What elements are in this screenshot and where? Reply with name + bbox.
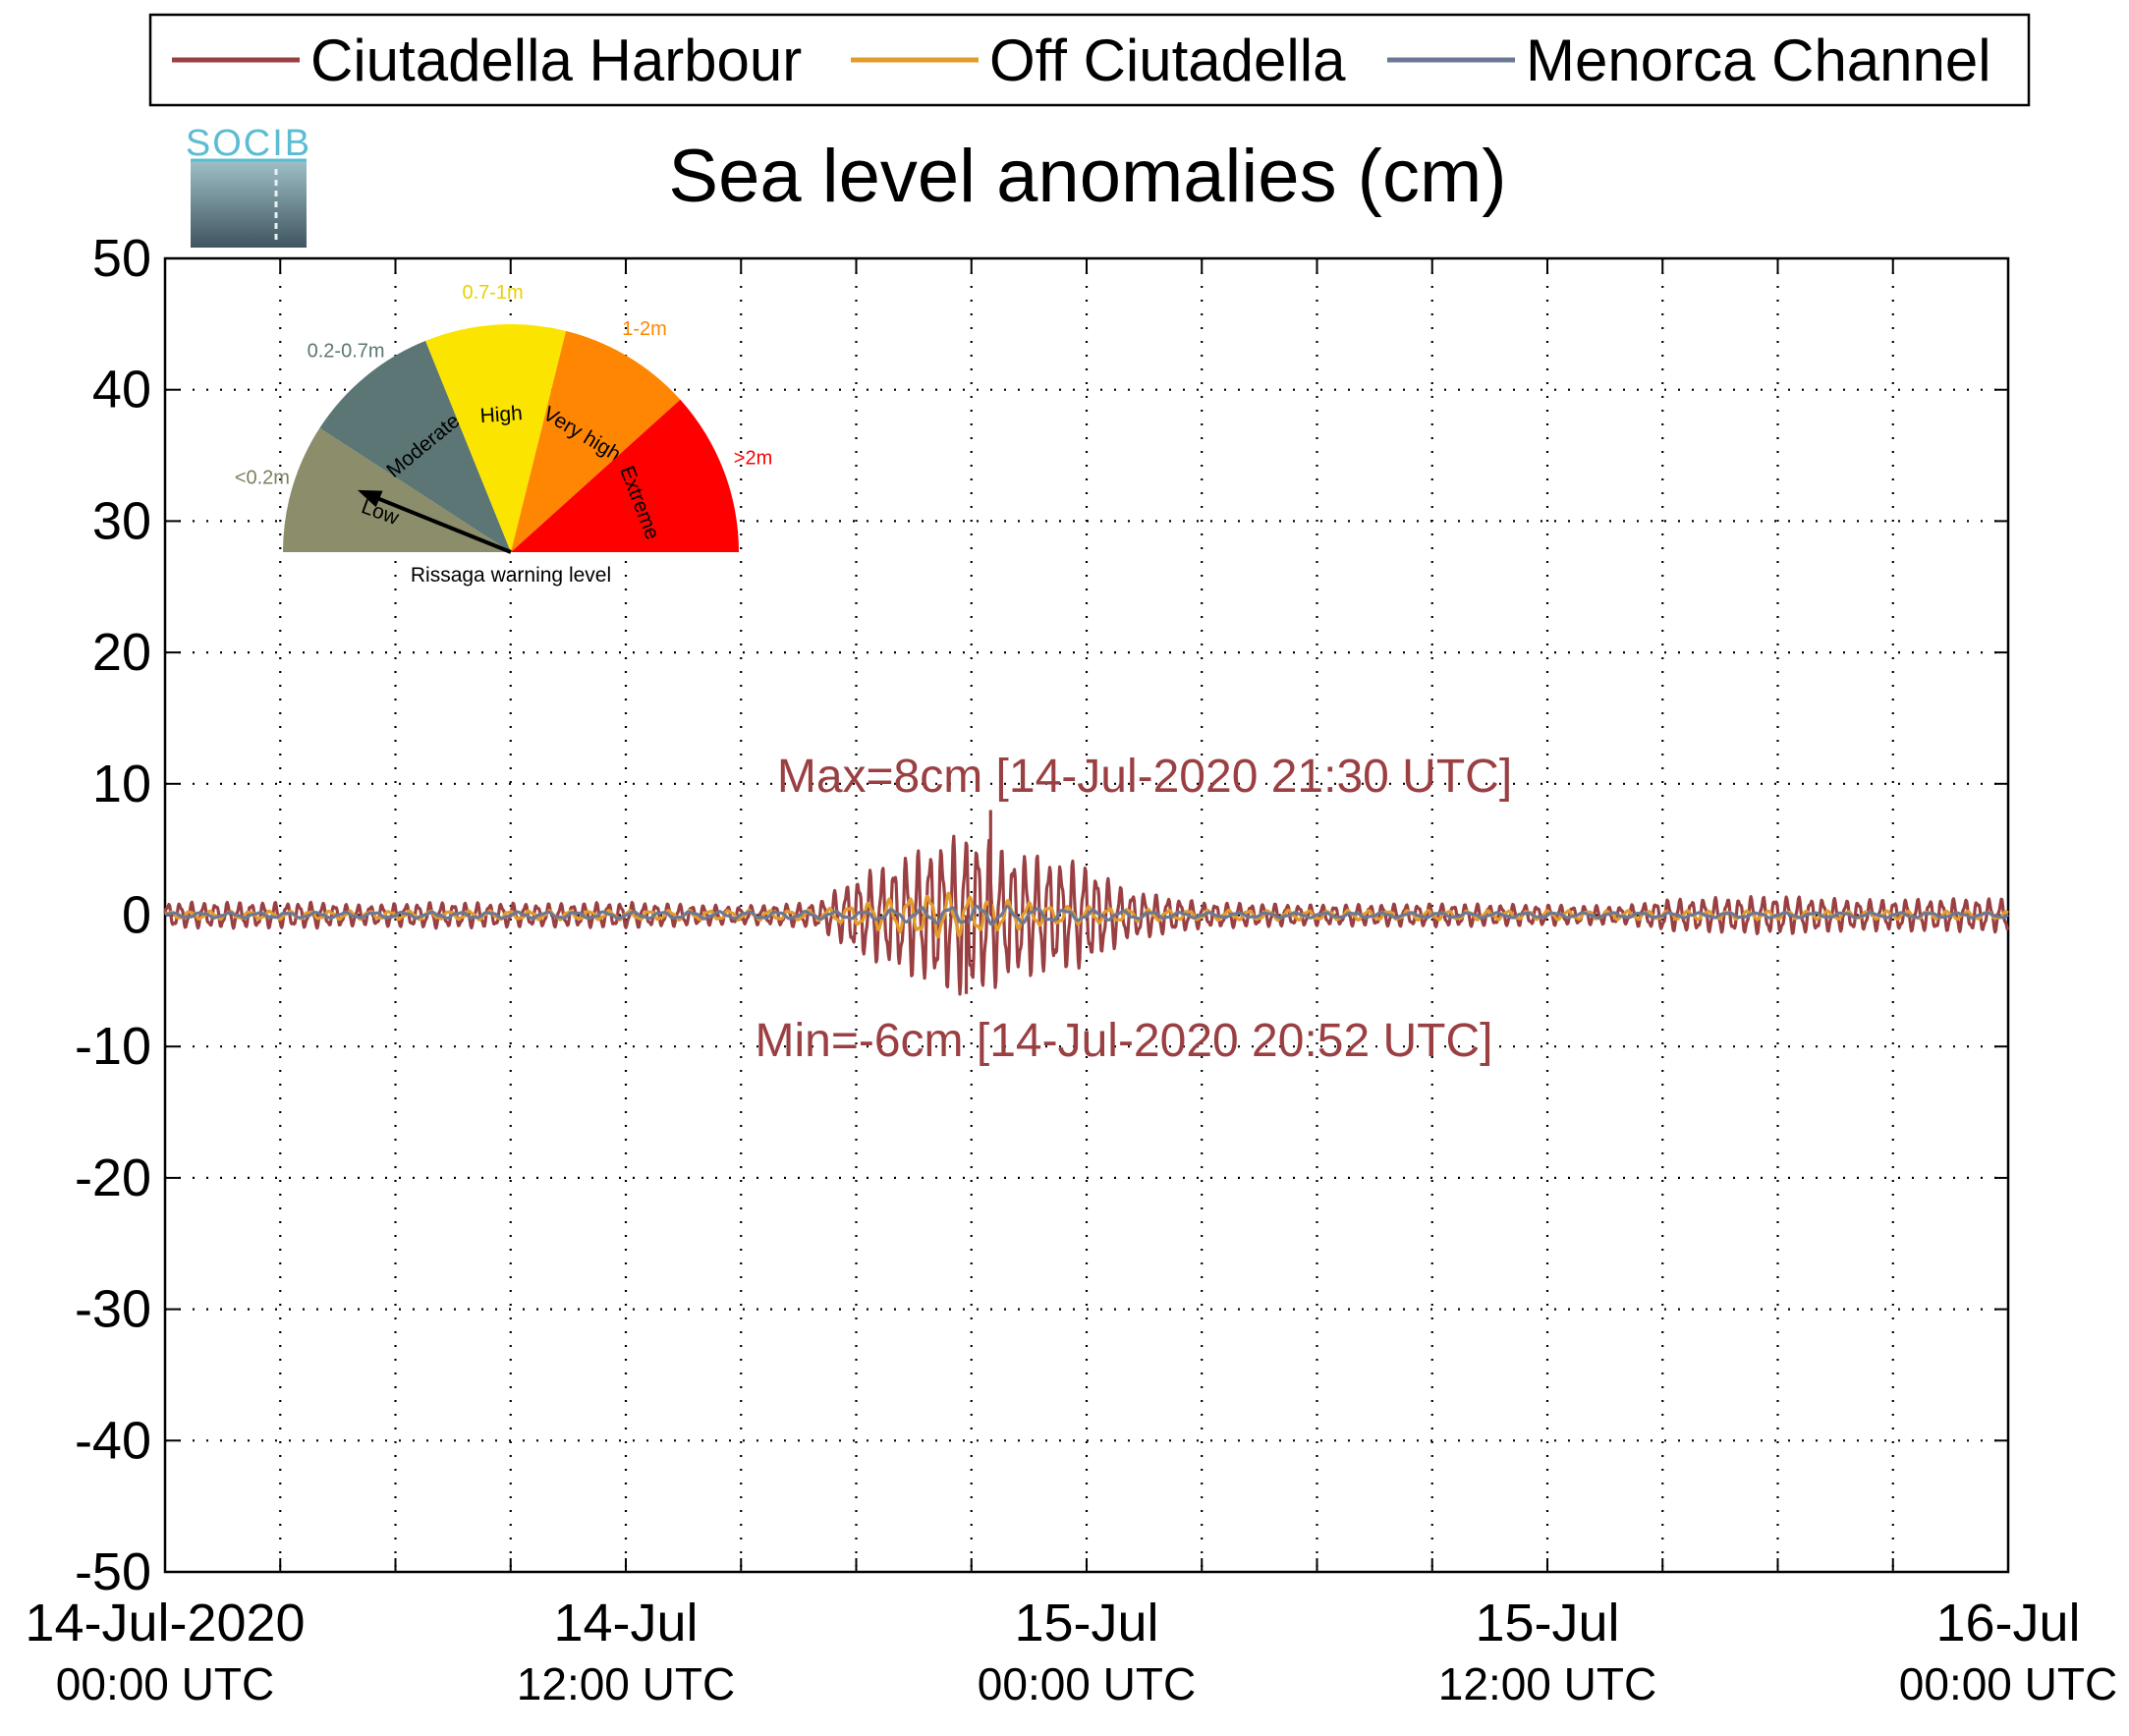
y-tick-label: 30 — [92, 491, 151, 550]
y-tick-label: 0 — [122, 886, 151, 945]
x-tick-label: 15-Jul — [1475, 1594, 1619, 1652]
series-line-menorca-channel — [164, 904, 2009, 926]
max-annotation: Max=8cm [14-Jul-2020 21:30 UTC] — [777, 751, 1512, 803]
x-tick-label-time: 00:00 UTC — [978, 1658, 1196, 1709]
gauge-needle-head — [357, 489, 383, 508]
legend-label-menorca-channel: Menorca Channel — [1526, 28, 1991, 93]
x-tick-label: 16-Jul — [1935, 1594, 2080, 1652]
x-axis: 14-Jul-2020 00:00 UTC 14-Jul 12:00 UTC 15-Ju… — [25, 1594, 2117, 1709]
y-tick-label: -20 — [75, 1148, 151, 1207]
y-tick-label: 10 — [92, 755, 151, 813]
gauge-range-label: 0.2-0.7m — [308, 341, 385, 363]
gauge-range-label: <0.2m — [235, 467, 290, 488]
gauge-segment-moderate — [319, 340, 511, 552]
legend-label-off-ciutadella: Off Ciutadella — [989, 28, 1346, 93]
series-layer — [163, 810, 2010, 996]
gauge-segment-label: High — [479, 402, 524, 427]
gauge-needle — [362, 490, 512, 554]
legend: Ciutadella Harbour Off Ciutadella Menorc… — [148, 13, 2031, 107]
gauge-segment-very-high — [511, 330, 681, 552]
y-axis: 50 40 30 20 10 0 -10 -20 -30 -40 -50 — [75, 229, 151, 1601]
y-tick-label: 20 — [92, 623, 151, 682]
x-tick-label: 14-Jul-2020 — [25, 1594, 305, 1652]
x-tick-label-time: 12:00 UTC — [517, 1658, 735, 1709]
chart-title: Sea level anomalies (cm) — [668, 135, 1506, 218]
gauge-caption: Rissaga warning level — [411, 564, 611, 587]
x-tick-label-time: 00:00 UTC — [56, 1658, 274, 1709]
x-tick-label-time: 12:00 UTC — [1438, 1658, 1656, 1709]
gauge-range-label: >2m — [734, 448, 772, 470]
gauge-range-label: 1-2m — [622, 318, 667, 340]
socib-logo: SOCIB — [186, 123, 311, 248]
gauge-range-label: 0.7-1m — [462, 282, 523, 304]
series-line-off-ciutadella — [163, 891, 2009, 939]
x-tick-label-time: 00:00 UTC — [1899, 1658, 2117, 1709]
y-tick-label: -10 — [75, 1017, 151, 1076]
gauge-segment-extreme — [511, 399, 739, 552]
logo-text: SOCIB — [186, 123, 311, 164]
legend-box — [148, 13, 2031, 107]
y-tick-label: -40 — [75, 1411, 151, 1470]
gauge-segment-high — [425, 324, 567, 552]
legend-label-ciutadella-harbour: Ciutadella Harbour — [310, 28, 802, 93]
x-tick-label: 15-Jul — [1014, 1594, 1158, 1652]
y-tick-label: -50 — [75, 1542, 151, 1601]
x-tick-label: 14-Jul — [553, 1594, 698, 1652]
y-tick-label: -30 — [75, 1280, 151, 1339]
gauge-segment-low — [282, 427, 511, 552]
y-tick-label: 50 — [92, 229, 151, 288]
min-annotation: Min=-6cm [14-Jul-2020 20:52 UTC] — [756, 1015, 1493, 1067]
y-tick-label: 40 — [92, 361, 151, 420]
